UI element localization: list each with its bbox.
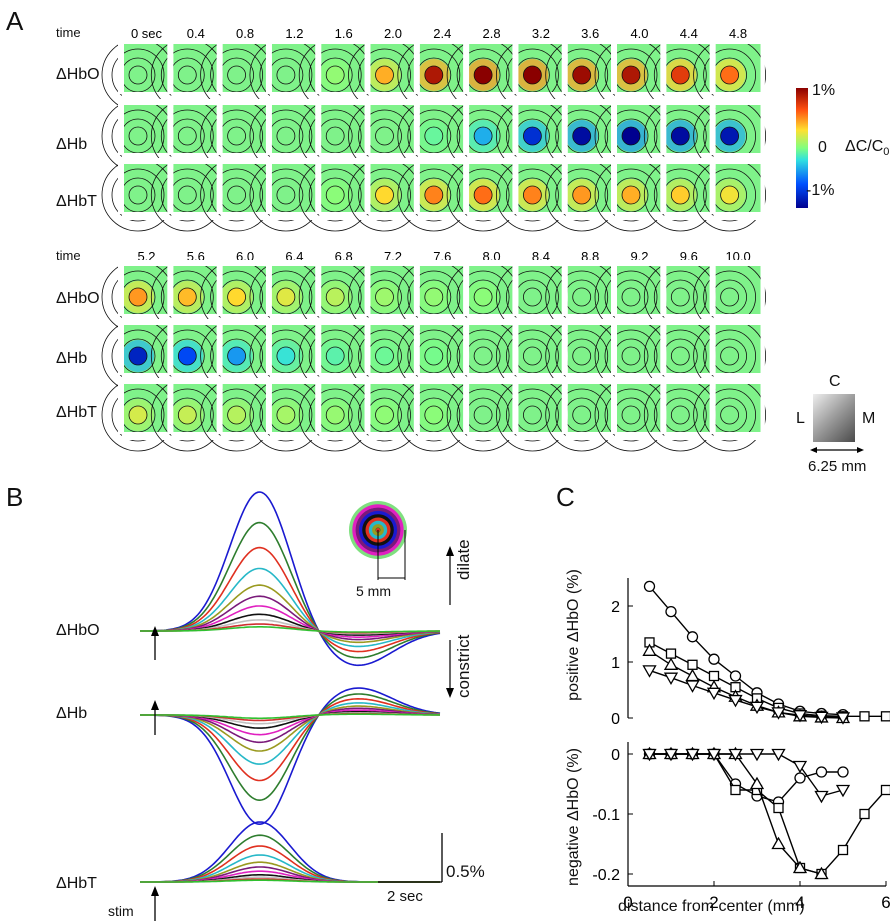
y-axis-label-positive: positive ΔHbO (%) (565, 550, 583, 720)
series-line (650, 586, 844, 714)
orientation-caudal-label: C (829, 373, 841, 391)
y-axis-label-negative: negative ΔHbO (%) (565, 732, 583, 902)
data-point-circle (688, 632, 698, 642)
y-tick-label: -0.1 (592, 807, 620, 824)
orientation-lateral-label: L (796, 410, 805, 428)
data-point-triangle-up (773, 838, 785, 849)
series-line (650, 642, 887, 716)
series-line (650, 670, 844, 717)
data-point-circle (838, 767, 848, 777)
colorbar-quantity-label: ΔC/C0 (845, 138, 889, 158)
y-tick-label: -0.2 (592, 867, 620, 884)
inset-scale-label: 5 mm (356, 583, 391, 599)
response-trace (140, 846, 440, 882)
x-tick-label: 6 (881, 893, 890, 912)
constrict-arrow (446, 640, 454, 698)
data-point-square (860, 810, 869, 819)
data-point-square (860, 712, 869, 721)
colorbar-mid-label: 0 (818, 139, 827, 157)
orientation-scale-arrow (808, 444, 868, 458)
data-point-square (882, 786, 890, 795)
data-point-circle (795, 773, 805, 783)
activation-tile (102, 378, 174, 451)
data-point-circle (645, 581, 655, 591)
data-point-square (667, 649, 676, 658)
orientation-scale-label: 6.25 mm (808, 458, 866, 475)
dilate-label: dilate (454, 539, 474, 580)
x-axis-label: distance from center (mm) (618, 898, 805, 916)
data-point-triangle-up (687, 670, 699, 681)
data-point-triangle-down (794, 762, 806, 773)
orientation-medial-label: M (862, 410, 875, 428)
scale-bar-y-label: 0.5% (446, 862, 485, 882)
y-tick-label: 0 (611, 747, 620, 764)
data-point-circle (731, 671, 741, 681)
panel-a-image-grid: 0 sec 0.4 0.8 1.2 1.6 2.0 2.4 2.8 3.2 3.6 4.0 4.4 4.… (0, 0, 890, 470)
data-point-circle (666, 607, 676, 617)
data-point-triangle-down (816, 792, 828, 803)
data-point-square (710, 672, 719, 681)
panel-c-letter: C (556, 482, 575, 513)
panel-b-traces (0, 470, 530, 921)
data-point-circle (817, 767, 827, 777)
data-point-square (731, 786, 740, 795)
stim-arrow-hb (151, 700, 159, 735)
data-point-circle (709, 654, 719, 664)
dilate-arrow (446, 546, 454, 605)
colorbar-max-label: 1% (812, 82, 835, 100)
colorbar-min-label: -1% (806, 182, 834, 200)
series-line (650, 754, 844, 802)
y-tick-label: 1 (611, 655, 620, 672)
data-point-square (774, 804, 783, 813)
orientation-image (813, 394, 855, 442)
stim-arrow-hbt (151, 886, 159, 921)
data-point-triangle-down (665, 673, 677, 684)
scale-bar (378, 833, 442, 882)
data-point-square (839, 846, 848, 855)
data-point-triangle-up (751, 778, 763, 789)
stim-label: stim (108, 903, 134, 919)
constrict-label: constrict (454, 635, 474, 698)
scale-bar-x-label: 2 sec (387, 888, 423, 905)
data-point-square (688, 660, 697, 669)
data-point-triangle-up (665, 659, 677, 670)
data-point-square (882, 712, 890, 721)
y-tick-label: 0 (611, 711, 620, 728)
activation-tile (102, 158, 174, 231)
data-point-triangle-down (751, 750, 763, 761)
y-tick-label: 2 (611, 599, 620, 616)
data-point-triangle-down (773, 750, 785, 761)
